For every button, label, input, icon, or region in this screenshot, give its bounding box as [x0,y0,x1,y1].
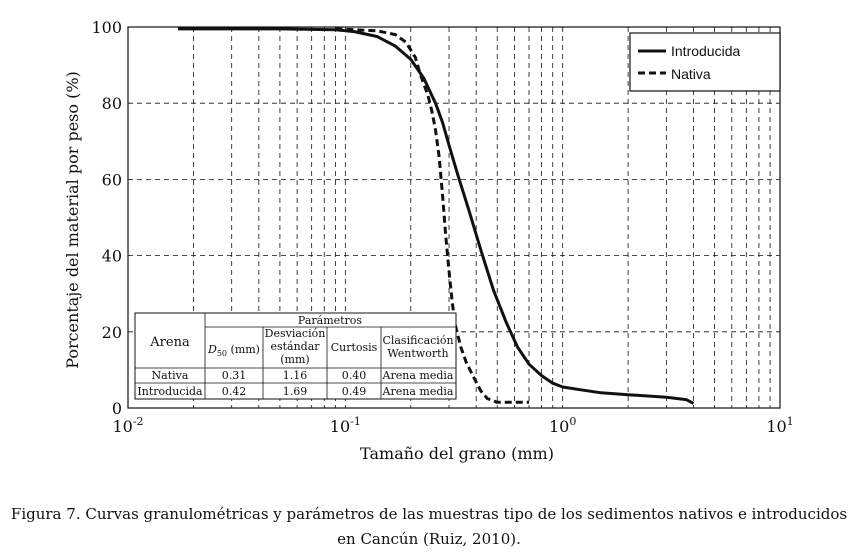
table-row-introducida-curtosis: 0.49 [342,385,367,398]
y-tick-label: 0 [112,399,122,418]
series-line-introducida [178,27,695,405]
grid-lines [128,27,780,408]
table-col-d50: D50 (mm) [207,343,260,358]
figure-caption-line-2: en Cancún (Ruiz, 2010). [337,530,521,548]
parameters-table: Parámetros Arena D50 (mm) Desviación est… [134,312,457,400]
legend: Introducida Nativa [629,32,781,92]
table-row-introducida-d50: 0.42 [222,385,247,398]
table-header-group: Parámetros [298,314,363,327]
table-row-introducida-desviacion: 1.69 [283,385,308,398]
figure-caption-line-1: Figura 7. Curvas granulométricas y parám… [10,505,848,523]
y-tick-label: 80 [102,94,122,113]
legend-label-introducida: Introducida [671,43,740,59]
table-col-desviacion-1: Desviación [265,327,326,340]
table-row-introducida-clasificacion: Arena media [382,385,454,398]
table-col-curtosis: Curtosis [331,341,378,354]
legend-box [629,32,781,92]
legend-label-nativa: Nativa [671,66,711,82]
x-tick-label: 100 [549,415,576,436]
x-tick-label: 101 [766,415,793,436]
tick-labels: 0 20 40 60 80 100 10-2 10-1 100 101 [91,18,793,436]
table-grid [135,313,456,399]
table-row-nativa-clasificacion: Arena media [382,369,454,382]
table-row-nativa-curtosis: 0.40 [342,369,367,382]
table-row-introducida-label: Introducida [137,385,203,398]
x-tick-label: 10-1 [330,415,361,436]
y-tick-label: 60 [102,170,122,189]
x-tick-label: 10-2 [112,415,143,436]
table-row-header: Arena [149,335,190,350]
table-row-nativa-d50: 0.31 [222,369,247,382]
y-axis-label: Porcentaje del material por peso (%) [63,71,82,369]
series-layer [178,27,695,405]
plot-frame [127,26,781,409]
table-row-nativa-label: Nativa [152,369,189,382]
granulometry-chart: 0 20 40 60 80 100 10-2 10-1 100 101 Tamaño del gr… [63,18,794,463]
table-col-clasificacion-1: Clasificación [382,334,453,347]
y-tick-label: 100 [91,18,122,37]
x-axis-label: Tamaño del grano (mm) [360,444,554,463]
y-tick-label: 40 [102,247,122,266]
table-col-clasificacion-2: Wentworth [387,347,448,360]
table-col-desviacion-2: estándar [270,340,320,353]
y-tick-label: 20 [102,323,122,342]
series-line-nativa [335,27,529,404]
table-col-desviacion-3: (mm) [280,353,309,366]
table-row-nativa-desviacion: 1.16 [283,369,308,382]
